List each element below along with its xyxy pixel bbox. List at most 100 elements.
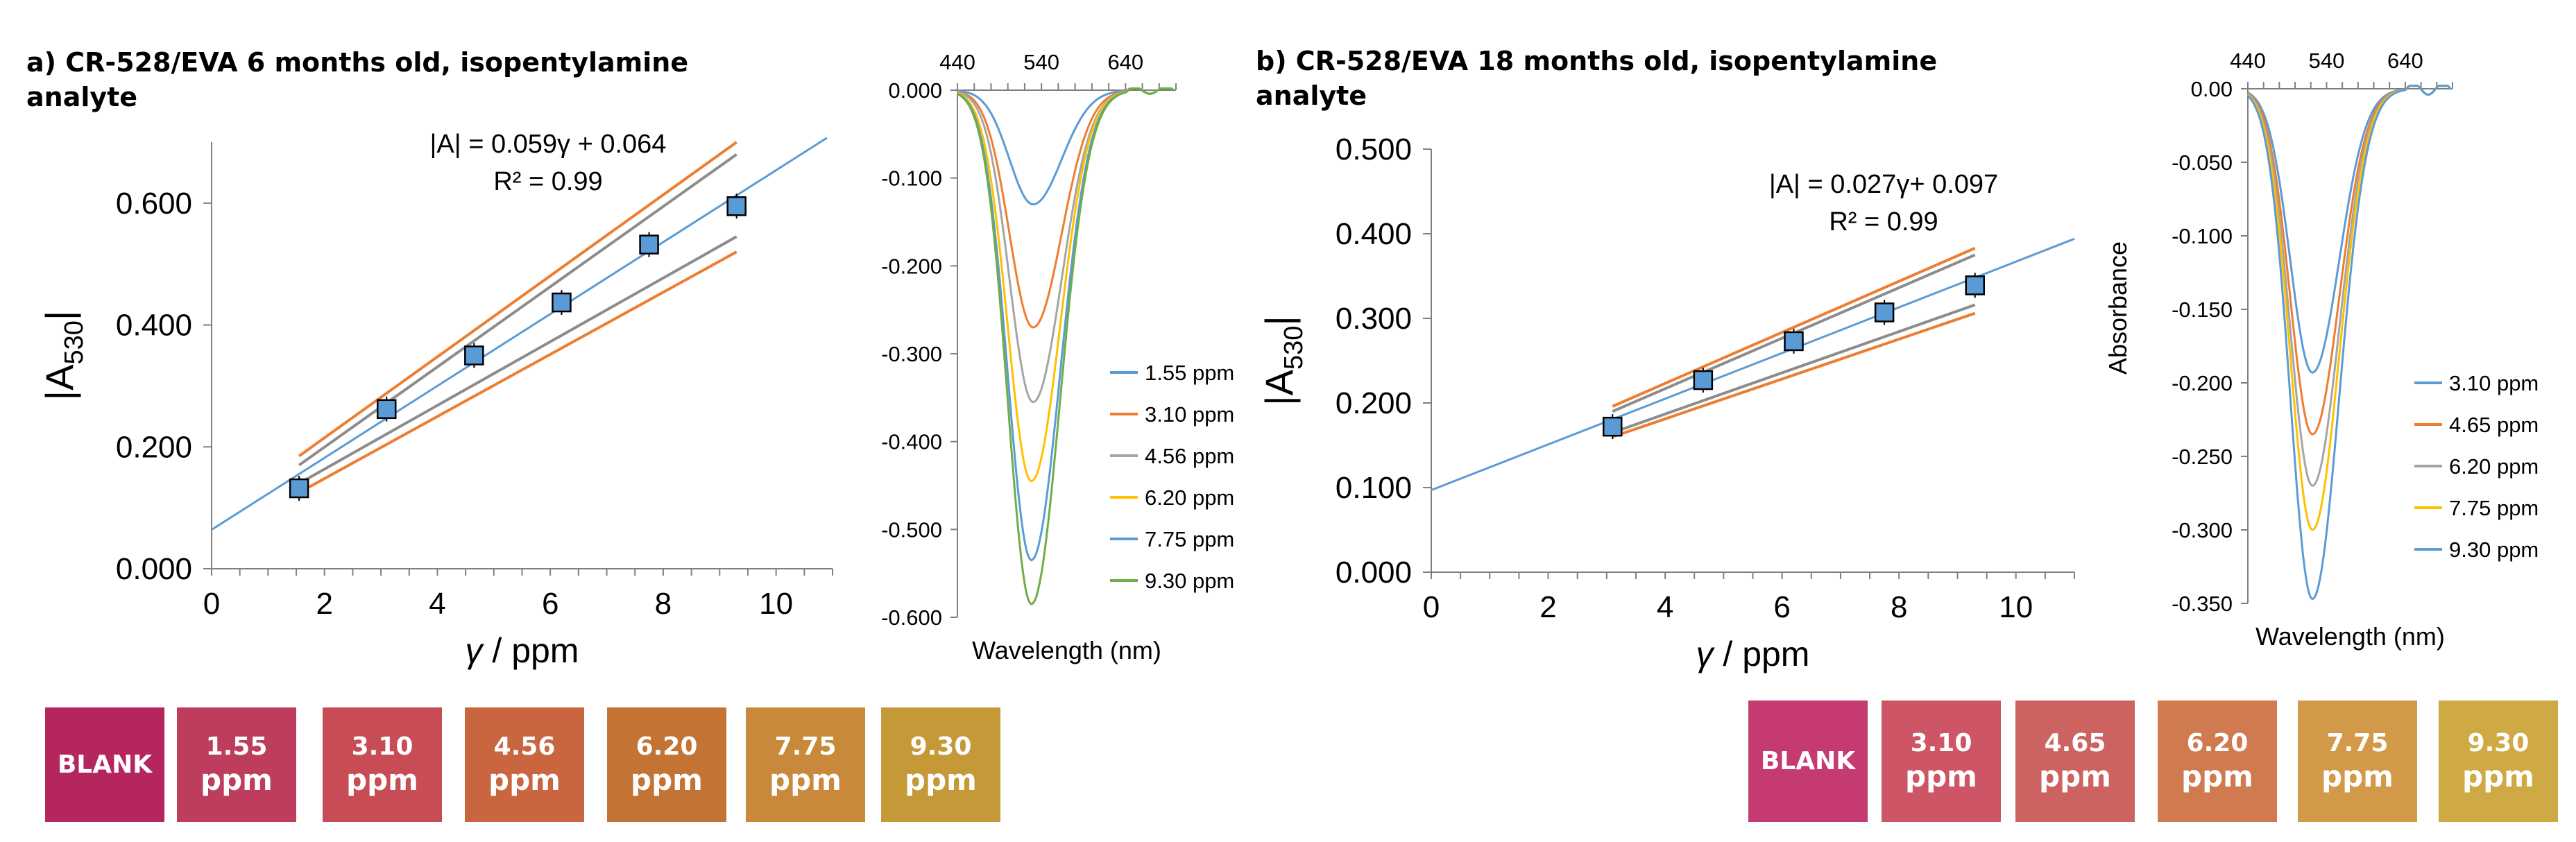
spectra_b-legend-label: 4.65 ppm	[2449, 413, 2539, 437]
color-swatch: 4.56 ppm	[465, 707, 584, 822]
spectra_b-legend-label: 7.75 ppm	[2449, 496, 2539, 520]
spectra_a-series-line	[957, 87, 1175, 329]
calib_b-band-outer-upper	[1612, 246, 1976, 408]
swatch-label: 3.10	[1910, 728, 1972, 757]
color-swatch: 6.20 ppm	[607, 707, 726, 822]
color-swatch: 3.10 ppm	[1882, 701, 2001, 822]
spectra_b-xtick-label: 440	[2230, 49, 2266, 73]
swatch-unit: ppm	[346, 762, 418, 797]
calib-b-r-squared: R² = 0.99	[1829, 207, 1938, 237]
calib_a-data-point	[464, 345, 484, 366]
spectra_a-x-axis-label: Wavelength (nm)	[972, 636, 1161, 664]
calib_b-xtick-label: 0	[1423, 590, 1440, 624]
calib_a-band-outer-upper	[298, 141, 737, 458]
panel-b-title-line1: b) CR-528/EVA 18 months old, isopentylam…	[1256, 46, 1938, 76]
spectra_a-series-line	[957, 87, 1175, 562]
calib_b-ytick-label: 0.400	[1336, 217, 1412, 251]
spectra_b-ytick-label: -0.300	[2172, 518, 2233, 542]
calib_b-xtick-label: 10	[1999, 590, 2033, 624]
calib-a-equation: |A| = 0.059γ + 0.064	[430, 130, 667, 159]
swatch-label: BLANK	[1760, 747, 1856, 775]
spectra_a-ytick-label: -0.300	[881, 342, 942, 366]
color-swatch: 3.10 ppm	[323, 707, 442, 822]
swatch-unit: ppm	[201, 762, 273, 797]
swatch-label: 7.75	[774, 732, 837, 761]
spectra_b-xtick-label: 540	[2309, 49, 2345, 73]
color-swatch: 9.30 ppm	[2439, 701, 2558, 822]
spectra_a-legend-label: 4.56 ppm	[1145, 444, 1234, 468]
swatch-unit: ppm	[1905, 759, 1977, 793]
swatch-label: BLANK	[57, 750, 153, 779]
spectra_b-legend-label: 6.20 ppm	[2449, 454, 2539, 479]
swatch-unit: ppm	[2039, 759, 2111, 793]
spectra_b-ytick-label: 0.00	[2191, 77, 2233, 101]
calib_b-y-axis-label: |A530|	[1257, 316, 1308, 406]
panel-a-title-line1: a) CR-528/EVA 6 months old, isopentylami…	[26, 47, 689, 78]
panel-b-title: b) CR-528/EVA 18 months old, isopentylam…	[1256, 44, 1937, 113]
spectra_a-xtick-label: 640	[1107, 50, 1143, 74]
spectra_a-legend-label: 3.10 ppm	[1145, 402, 1234, 427]
swatch-label: 3.10	[351, 732, 413, 761]
calib_a-data-point	[726, 196, 747, 216]
color-swatch: 7.75 ppm	[2298, 701, 2417, 822]
swatch-label: 4.65	[2044, 728, 2106, 757]
calib_a-data-point	[552, 292, 572, 313]
spectra_a-ytick-label: -0.200	[881, 254, 942, 278]
spectra_b-x-axis-label: Wavelength (nm)	[2255, 622, 2445, 651]
spectra_b-ytick-label: -0.100	[2172, 224, 2233, 248]
calib_b-xtick-label: 6	[1773, 590, 1790, 624]
calib_b-ytick-label: 0.500	[1336, 132, 1412, 166]
calib_b-data-point	[1784, 331, 1804, 352]
spectra_a-ytick-label: -0.100	[881, 166, 942, 191]
swatch-label: 4.56	[493, 732, 556, 761]
calib-b-equation: |A| = 0.027γ+ 0.097	[1769, 170, 1998, 199]
spectra_b-legend-label: 9.30 ppm	[2449, 538, 2539, 562]
calib_a-xtick-label: 0	[203, 587, 220, 621]
calib_b-data-point	[1874, 302, 1895, 323]
calib_a-data-point	[289, 478, 309, 499]
color-swatch: 6.20 ppm	[2158, 701, 2277, 822]
swatch-unit: ppm	[2462, 759, 2534, 793]
calib_a-xtick-label: 4	[429, 587, 445, 621]
swatch-unit: ppm	[2181, 759, 2253, 793]
color-swatch: 4.65 ppm	[2015, 701, 2135, 822]
color-swatch: BLANK	[1748, 701, 1868, 822]
calib_b-ytick-label: 0.200	[1336, 386, 1412, 420]
color-swatch: 1.55 ppm	[177, 707, 296, 822]
swatch-label: 7.75	[2326, 728, 2389, 757]
swatch-unit: ppm	[488, 762, 561, 797]
calib_a-band-inner-upper	[298, 153, 737, 467]
calib_a-xtick-label: 10	[759, 587, 793, 621]
calib_b-ytick-label: 0.100	[1336, 471, 1412, 505]
spectra_b-ytick-label: -0.050	[2172, 151, 2233, 175]
spectra_a-xtick-label: 440	[939, 50, 975, 74]
swatch-label: 1.55	[205, 732, 268, 761]
calib_b-xtick-label: 4	[1657, 590, 1673, 624]
spectra_a-legend-label: 9.30 ppm	[1145, 569, 1234, 593]
calib_a-ytick-label: 0.600	[116, 187, 192, 221]
calib_a-ytick-label: 0.400	[116, 309, 192, 343]
calib_b-ytick-label: 0.000	[1336, 556, 1412, 590]
calib_b-data-point	[1965, 275, 1985, 295]
calib_a-xtick-label: 2	[316, 587, 332, 621]
spectra_b-y-axis-label: Absorbance	[2104, 241, 2132, 375]
calib_b-xtick-label: 8	[1891, 590, 1907, 624]
spectra_a-series-line	[957, 87, 1175, 605]
spectra_a-xtick-label: 540	[1023, 50, 1059, 74]
calib_a-data-point	[376, 399, 397, 420]
calib_a-data-point	[639, 234, 659, 255]
color-swatch: 9.30 ppm	[881, 707, 1000, 822]
spectra_b-ytick-label: -0.250	[2172, 445, 2233, 469]
panel-b-title-line2: analyte	[1256, 80, 1367, 111]
calib_b-band-inner-lower	[1612, 303, 1976, 434]
swatch-label: 6.20	[2186, 728, 2249, 757]
calib_a-xtick-label: 6	[542, 587, 558, 621]
calib_b-data-point	[1602, 416, 1623, 437]
calib_a-band-outer-lower	[298, 250, 737, 494]
spectra_b-ytick-label: -0.350	[2172, 592, 2233, 616]
spectra_b-series-line	[2246, 85, 2452, 601]
swatch-unit: ppm	[631, 762, 703, 797]
calib_a-ytick-label: 0.200	[116, 430, 192, 464]
spectra_b-legend-label: 3.10 ppm	[2449, 371, 2539, 395]
